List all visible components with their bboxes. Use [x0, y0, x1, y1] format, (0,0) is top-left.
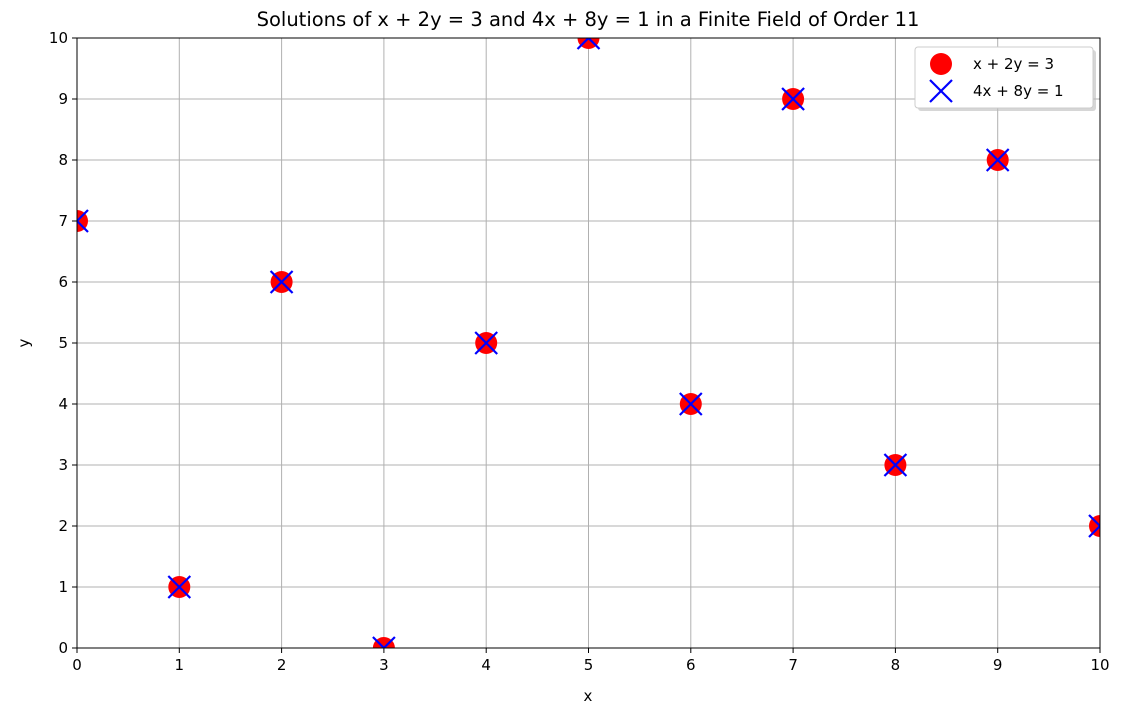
- x-stroke: [883, 453, 908, 477]
- x-tick-label: 2: [277, 656, 287, 674]
- legend-label-series-2: 4x + 8y = 1: [973, 82, 1064, 100]
- point-circle: [1089, 515, 1100, 537]
- grid: [76, 37, 1101, 649]
- points: [77, 38, 1100, 648]
- point-circle: [372, 637, 395, 648]
- x-stroke: [167, 575, 192, 599]
- point-x: [1088, 514, 1100, 538]
- y-tick-label: 0: [58, 639, 68, 657]
- y-tick-label: 3: [58, 456, 68, 474]
- y-tick-label: 8: [58, 151, 68, 169]
- y-tick-label: 6: [58, 273, 68, 291]
- legend-circle-marker: [930, 53, 952, 75]
- x-tick-label: 1: [175, 656, 185, 674]
- x-stroke: [1088, 514, 1100, 528]
- y-tick-label: 9: [58, 90, 68, 108]
- x-stroke: [929, 79, 953, 103]
- point-x: [269, 270, 294, 294]
- x-tick-label: 7: [788, 656, 798, 674]
- x-tick-label: 4: [481, 656, 491, 674]
- legend-x: [929, 79, 953, 103]
- point-circle: [77, 210, 88, 232]
- x-stroke: [586, 38, 601, 50]
- x-tick-label: 8: [891, 656, 901, 674]
- y-tick-label: 2: [58, 517, 68, 535]
- plot-frame: [76, 37, 1101, 649]
- x-stroke: [474, 331, 498, 355]
- x-stroke: [77, 219, 89, 233]
- point-x: [679, 392, 703, 416]
- point-x: [781, 87, 805, 111]
- y-axis-label: y: [15, 338, 33, 347]
- point-x: [372, 636, 396, 648]
- x-stroke: [985, 148, 1010, 172]
- point-x: [77, 209, 89, 233]
- legend: x + 2y = 3 4x + 8y = 1: [914, 46, 1096, 111]
- x-tick-label: 0: [72, 656, 82, 674]
- point-x: [883, 453, 908, 477]
- point-circle: [577, 38, 600, 49]
- x-tick-label: 10: [1090, 656, 1109, 674]
- x-tick-label: 3: [379, 656, 389, 674]
- y-tick-label: 1: [58, 578, 68, 596]
- x-axis-label: x: [584, 687, 593, 705]
- x-stroke: [679, 392, 703, 416]
- point-x: [167, 575, 192, 599]
- legend-x-marker: [929, 79, 953, 103]
- y-tick-label: 7: [58, 212, 68, 230]
- x-stroke: [781, 87, 805, 111]
- x-tick-label: 5: [584, 656, 594, 674]
- y-tick-label: 4: [58, 395, 68, 413]
- ticks: 0 1 2 3 4 5 6 7 8 9 10 0 1 2 3 4 5 6 7 8 9 10: [49, 29, 1110, 674]
- point-x: [576, 38, 601, 50]
- point-x: [985, 148, 1010, 172]
- y-tick-label: 10: [49, 29, 68, 47]
- legend-label-series-1: x + 2y = 3: [973, 55, 1054, 73]
- x-stroke: [576, 38, 591, 50]
- y-tick-label: 5: [58, 334, 68, 352]
- x-stroke: [382, 636, 396, 648]
- chart-title: Solutions of x + 2y = 3 and 4x + 8y = 1 …: [257, 8, 920, 31]
- x-tick-label: 9: [993, 656, 1003, 674]
- x-stroke: [372, 636, 386, 648]
- x-stroke: [77, 209, 89, 223]
- point-x: [474, 331, 498, 355]
- x-stroke: [269, 270, 294, 294]
- x-tick-label: 6: [686, 656, 696, 674]
- x-stroke: [1088, 524, 1100, 538]
